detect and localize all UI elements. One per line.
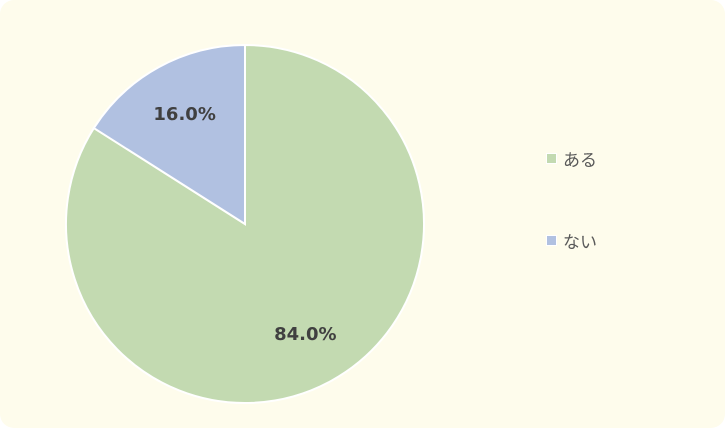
data-label-1: 16.0% [153, 104, 215, 125]
pie-slice-1 [92, 43, 246, 226]
legend-swatch [546, 152, 557, 164]
legend-swatch [546, 234, 557, 246]
legend-label: ある [563, 150, 597, 171]
legend-label: ない [563, 232, 597, 253]
legend-item-aru: ある [546, 148, 597, 171]
data-label-0: 84.0% [274, 324, 336, 345]
legend-item-nai: ない [546, 230, 597, 253]
pie-slice-0 [65, 43, 425, 404]
